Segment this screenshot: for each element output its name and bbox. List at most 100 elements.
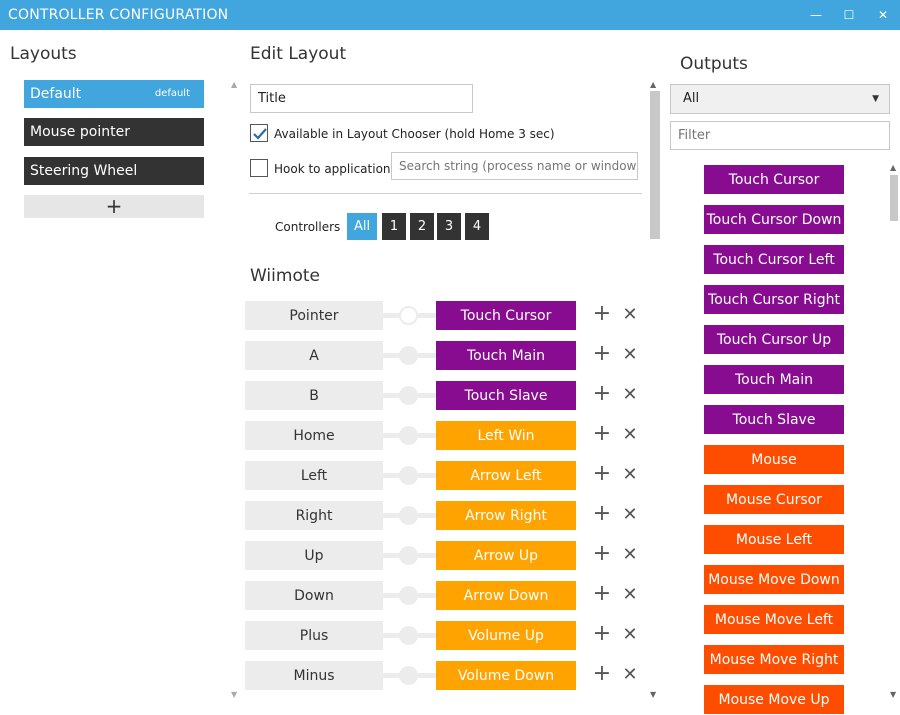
input-button[interactable]: Up [245, 541, 383, 570]
output-chip[interactable]: Arrow Left [436, 461, 576, 490]
output-list-item[interactable]: Touch Slave [704, 405, 844, 434]
output-filter-value: All [683, 91, 700, 106]
controller-button-2[interactable]: 2 [410, 213, 434, 240]
edit-scrollbar-thumb[interactable] [650, 91, 660, 239]
output-chip[interactable]: Touch Cursor [436, 301, 576, 330]
minimize-icon[interactable]: — [810, 8, 822, 22]
plus-icon[interactable]: + [592, 621, 612, 646]
hook-label: Hook to application [274, 162, 391, 176]
input-button[interactable]: Left [245, 461, 383, 490]
input-button[interactable]: Right [245, 501, 383, 530]
left-scroll-down-arrow[interactable]: ▼ [231, 690, 238, 699]
outputs-scroll-down-arrow[interactable]: ▼ [890, 690, 897, 699]
mapping-knob[interactable] [399, 386, 418, 405]
output-chip[interactable]: Volume Down [436, 661, 576, 690]
input-button[interactable]: Minus [245, 661, 383, 690]
close-icon[interactable]: ✕ [622, 584, 638, 605]
output-list-item[interactable]: Mouse Move Up [704, 685, 844, 714]
output-list-item[interactable]: Mouse Move Right [704, 645, 844, 674]
input-button[interactable]: Home [245, 421, 383, 450]
output-chip[interactable]: Left Win [436, 421, 576, 450]
layout-item-label: Default [30, 86, 82, 102]
output-list-item[interactable]: Mouse Move Down [704, 565, 844, 594]
close-icon[interactable]: ✕ [622, 384, 638, 405]
hook-search-input[interactable] [391, 152, 638, 180]
controller-button-all[interactable]: All [347, 213, 377, 240]
plus-icon[interactable]: + [592, 581, 612, 606]
mapping-knob[interactable] [399, 306, 418, 325]
output-list-item[interactable]: Touch Cursor Down [704, 205, 844, 234]
output-chip[interactable]: Volume Up [436, 621, 576, 650]
mapping-knob[interactable] [399, 346, 418, 365]
input-button[interactable]: Down [245, 581, 383, 610]
output-list-item[interactable]: Touch Cursor Right [704, 285, 844, 314]
plus-icon[interactable]: + [592, 501, 612, 526]
close-icon[interactable]: ✕ [622, 664, 638, 685]
outputs-scrollbar-thumb[interactable] [890, 175, 898, 221]
output-filter-select[interactable]: All ▼ [670, 84, 890, 114]
layout-item-label: Mouse pointer [30, 124, 130, 140]
close-icon[interactable]: ✕ [622, 464, 638, 485]
controller-button-4[interactable]: 4 [465, 213, 489, 240]
available-checkbox[interactable] [250, 124, 268, 142]
divider [249, 193, 642, 194]
mapping-knob[interactable] [399, 666, 418, 685]
mapping-knob[interactable] [399, 546, 418, 565]
input-button[interactable]: Pointer [245, 301, 383, 330]
controller-button-3[interactable]: 3 [437, 213, 461, 240]
close-icon[interactable]: ✕ [622, 504, 638, 525]
output-list-item[interactable]: Mouse Camera/View [704, 445, 844, 498]
controllers-label: Controllers [275, 220, 341, 234]
output-chip[interactable]: Arrow Up [436, 541, 576, 570]
plus-icon[interactable]: + [592, 661, 612, 686]
layout-item-label: Steering Wheel [30, 163, 138, 179]
input-button[interactable]: Plus [245, 621, 383, 650]
output-chip[interactable]: Touch Main [436, 341, 576, 370]
output-chip[interactable]: Arrow Down [436, 581, 576, 610]
layout-item-mouse-pointer[interactable]: Mouse pointer [24, 118, 204, 146]
plus-icon[interactable]: + [592, 381, 612, 406]
left-scroll-up-arrow[interactable]: ▲ [231, 80, 238, 89]
add-layout-button[interactable]: + [24, 195, 204, 218]
layout-title-input[interactable]: Title [250, 84, 473, 113]
output-list-item[interactable]: Touch Main [704, 365, 844, 394]
plus-icon[interactable]: + [592, 301, 612, 326]
output-list-item[interactable]: Touch Cursor [704, 165, 844, 194]
mapping-knob[interactable] [399, 626, 418, 645]
close-icon[interactable]: ✕ [622, 624, 638, 645]
close-icon[interactable]: ✕ [622, 544, 638, 565]
close-icon[interactable]: ✕ [622, 424, 638, 445]
close-window-icon[interactable]: ✕ [877, 8, 889, 22]
plus-icon[interactable]: + [592, 461, 612, 486]
input-button[interactable]: B [245, 381, 383, 410]
output-list-item[interactable]: Mouse Left [704, 525, 844, 554]
hook-checkbox[interactable] [250, 159, 268, 177]
scroll-up-arrow[interactable]: ▲ [650, 80, 657, 89]
close-icon[interactable]: ✕ [622, 304, 638, 325]
close-icon[interactable]: ✕ [622, 344, 638, 365]
output-list-item[interactable]: Touch Cursor Left [704, 245, 844, 274]
output-chip[interactable]: Arrow Right [436, 501, 576, 530]
plus-icon[interactable]: + [592, 341, 612, 366]
scroll-down-arrow[interactable]: ▼ [650, 690, 657, 699]
layout-item-steering-wheel[interactable]: Steering Wheel [24, 157, 204, 185]
maximize-icon[interactable]: ☐ [843, 8, 855, 22]
layouts-heading: Layouts [10, 44, 77, 64]
mapping-knob[interactable] [399, 426, 418, 445]
default-badge: default [154, 88, 190, 99]
input-button[interactable]: A [245, 341, 383, 370]
layout-item-default[interactable]: Default default [24, 80, 204, 108]
controller-button-1[interactable]: 1 [382, 213, 406, 240]
plus-icon[interactable]: + [592, 421, 612, 446]
plus-icon[interactable]: + [592, 541, 612, 566]
mapping-row: Left Arrow Left + ✕ [245, 461, 645, 490]
output-filter-input[interactable] [670, 121, 890, 150]
mapping-knob[interactable] [399, 586, 418, 605]
output-chip[interactable]: Touch Slave [436, 381, 576, 410]
output-list-item[interactable]: Touch Cursor Up [704, 325, 844, 354]
outputs-scroll-up-arrow[interactable]: ▲ [890, 163, 897, 172]
output-list-item[interactable]: Mouse Cursor [704, 485, 844, 514]
output-list-item[interactable]: Mouse Move Left [704, 605, 844, 634]
mapping-knob[interactable] [399, 506, 418, 525]
mapping-knob[interactable] [399, 466, 418, 485]
